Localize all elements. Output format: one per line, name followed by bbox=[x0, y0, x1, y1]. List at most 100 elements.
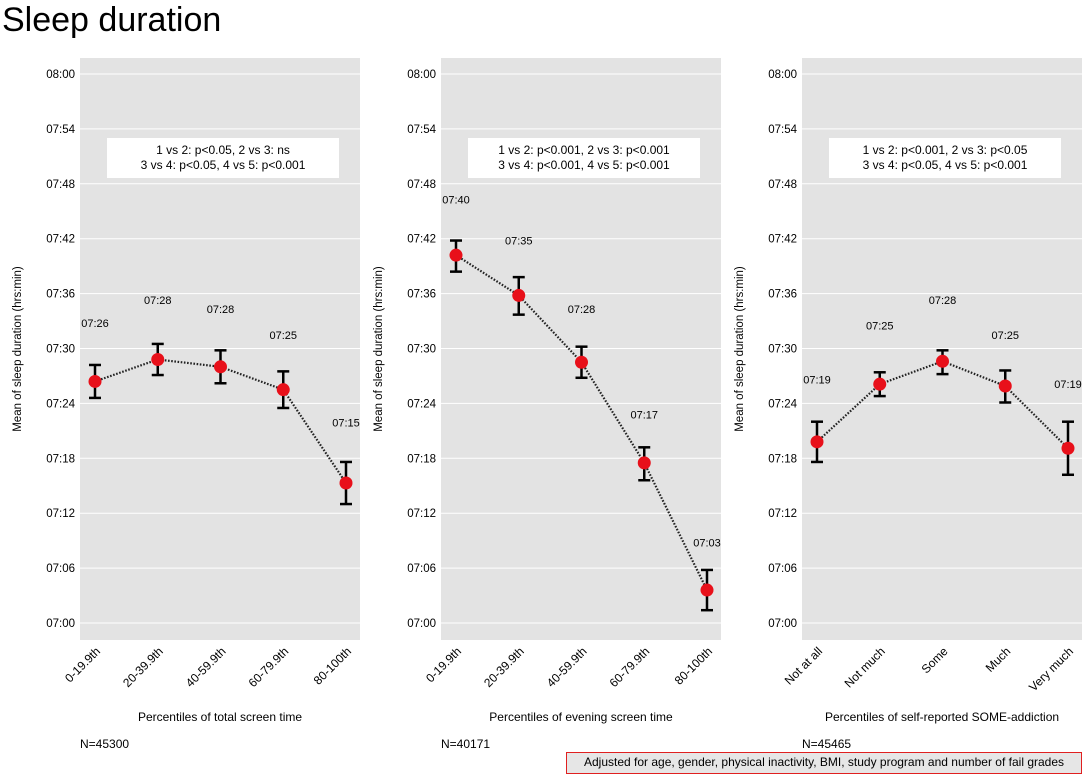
panel-1-x-tick-label: 60-79.9th bbox=[246, 644, 292, 690]
panel-3-y-tick-label: 07:42 bbox=[768, 234, 797, 246]
panel-3-y-tick-label: 07:12 bbox=[768, 508, 797, 520]
panel-1-y-tick-label: 07:54 bbox=[46, 124, 75, 136]
panel-2-x-tick-label: 60-79.9th bbox=[607, 644, 653, 690]
panel-3-x-tick-label: Some bbox=[919, 644, 951, 676]
panel-1-annotation-line: 1 vs 2: p<0.05, 2 vs 3: ns bbox=[156, 143, 290, 157]
n-label-panel-3: N=45465 bbox=[802, 737, 852, 751]
panel-3-y-tick-label: 07:36 bbox=[768, 289, 797, 301]
panel-2-annotation-line: 1 vs 2: p<0.001, 2 vs 3: p<0.001 bbox=[498, 143, 670, 157]
panel-3-data-point bbox=[1061, 441, 1075, 455]
panel-2-data-point bbox=[700, 583, 714, 597]
panel-3-value-label: 07:19 bbox=[803, 375, 831, 387]
panel-3-value-label: 07:28 bbox=[929, 295, 957, 307]
panel-3-annotation-box bbox=[829, 138, 1061, 178]
panel-1-y-tick-label: 07:30 bbox=[46, 344, 75, 356]
panel-2-y-tick-label: 08:00 bbox=[407, 69, 436, 81]
panel-3-y-tick-label: 07:48 bbox=[768, 179, 797, 191]
panel-2-annotation-box bbox=[468, 138, 700, 178]
panel-2-data-point bbox=[575, 355, 588, 369]
panel-1-value-label: 07:26 bbox=[81, 318, 109, 330]
panel-2-x-tick-label: 0-19.9th bbox=[423, 644, 464, 685]
panel-2-x-tick-label: 40-59.9th bbox=[544, 644, 590, 690]
panel-1-value-label: 07:28 bbox=[144, 295, 172, 307]
panel-2-y-axis-label: Mean of sleep duration (hrs:min) bbox=[373, 266, 385, 432]
panel-2-value-label: 07:35 bbox=[505, 236, 533, 248]
panel-2-y-tick-label: 07:30 bbox=[407, 344, 436, 356]
panel-2-value-label: 07:28 bbox=[568, 304, 596, 316]
panel-2-value-label: 07:17 bbox=[630, 409, 658, 421]
panel-3-x-tick-label: Not at all bbox=[782, 644, 825, 687]
panel-2-value-label: 07:40 bbox=[442, 194, 470, 206]
panel-3-x-axis-label: Percentiles of self-reported SOME-addict… bbox=[825, 710, 1059, 724]
panel-2-value-label: 07:03 bbox=[693, 537, 721, 549]
panel-3-annotation-line: 1 vs 2: p<0.001, 2 vs 3: p<0.05 bbox=[863, 143, 1028, 157]
panel-1-y-tick-label: 07:48 bbox=[46, 179, 75, 191]
panel-2-y-tick-label: 07:48 bbox=[407, 179, 436, 191]
panel-3-x-tick-label: Not much bbox=[842, 644, 888, 690]
panel-1-y-tick-label: 07:36 bbox=[46, 289, 75, 301]
panel-2-y-tick-label: 07:54 bbox=[407, 124, 436, 136]
panel-3-value-label: 07:25 bbox=[991, 330, 1019, 342]
panel-3-value-label: 07:25 bbox=[866, 321, 894, 333]
panel-2-x-axis-label: Percentiles of evening screen time bbox=[489, 710, 673, 724]
panel-3-data-point bbox=[998, 379, 1012, 393]
panel-1-x-tick-label: 20-39.9th bbox=[120, 644, 166, 690]
panel-1-x-tick-label: 40-59.9th bbox=[183, 644, 229, 690]
panel-3-y-tick-label: 07:06 bbox=[768, 563, 797, 575]
panel-3-y-tick-label: 07:00 bbox=[768, 618, 797, 630]
panel-1-data-point bbox=[339, 476, 353, 490]
panel-1-value-label: 07:25 bbox=[269, 330, 297, 342]
panel-1-data-point bbox=[276, 383, 290, 397]
panel-2-y-tick-label: 07:36 bbox=[407, 289, 436, 301]
panel-2-data-point bbox=[512, 288, 526, 302]
panel-3-y-tick-label: 07:54 bbox=[768, 124, 797, 136]
panel-1-x-axis-label: Percentiles of total screen time bbox=[138, 710, 302, 724]
panel-3-data-point bbox=[873, 377, 887, 391]
panel-3-data-point bbox=[810, 435, 824, 449]
panel-2-y-tick-label: 07:42 bbox=[407, 234, 436, 246]
n-label-panel-1: N=45300 bbox=[80, 737, 130, 751]
panel-3-y-axis-label: Mean of sleep duration (hrs:min) bbox=[734, 266, 746, 432]
panel-3-annotation-line: 3 vs 4: p<0.05, 4 vs 5: p<0.001 bbox=[863, 158, 1028, 172]
panel-1-data-point bbox=[151, 352, 165, 366]
panel-3-y-tick-label: 07:18 bbox=[768, 453, 797, 465]
panel-3-y-tick-label: 07:24 bbox=[768, 398, 797, 410]
n-label-panel-2: N=40171 bbox=[441, 737, 491, 751]
panel-1-y-axis-label: Mean of sleep duration (hrs:min) bbox=[12, 266, 24, 432]
panel-1-data-point bbox=[214, 360, 227, 374]
panel-3-value-label: 07:19 bbox=[1054, 379, 1082, 391]
page-title: Sleep duration bbox=[2, 1, 222, 39]
panel-1-value-label: 07:15 bbox=[332, 418, 360, 430]
panel-3-y-tick-label: 08:00 bbox=[768, 69, 797, 81]
panel-2-data-point bbox=[637, 456, 651, 470]
panel-1-annotation-box bbox=[107, 138, 339, 178]
panel-1-data-point bbox=[88, 374, 102, 388]
panel-1-annotation-line: 3 vs 4: p<0.05, 4 vs 5: p<0.001 bbox=[141, 158, 306, 172]
panel-3-x-tick-label: Much bbox=[983, 644, 1014, 675]
panel-1-x-tick-label: 0-19.9th bbox=[62, 644, 103, 685]
panel-1-y-tick-label: 07:12 bbox=[46, 508, 75, 520]
panel-2-data-point bbox=[449, 248, 463, 262]
panel-1-x-tick-label: 80-100th bbox=[311, 644, 354, 687]
panel-1-y-tick-label: 07:42 bbox=[46, 234, 75, 246]
panel-1-connecting-line bbox=[94, 358, 347, 484]
panel-3-data-point bbox=[936, 354, 949, 368]
panel-3-y-tick-label: 07:30 bbox=[768, 344, 797, 356]
panel-1-y-tick-label: 07:06 bbox=[46, 563, 75, 575]
panel-2-x-tick-label: 20-39.9th bbox=[481, 644, 527, 690]
panel-1-value-label: 07:28 bbox=[207, 304, 235, 316]
panel-1-y-tick-label: 07:24 bbox=[46, 398, 75, 410]
panel-2-y-tick-label: 07:06 bbox=[407, 563, 436, 575]
panel-2-annotation-line: 3 vs 4: p<0.001, 4 vs 5: p<0.001 bbox=[498, 158, 670, 172]
panel-2-x-tick-label: 80-100th bbox=[672, 644, 715, 687]
panel-1-y-tick-label: 07:00 bbox=[46, 618, 75, 630]
panel-2-y-tick-label: 07:12 bbox=[407, 508, 436, 520]
panel-2-y-tick-label: 07:18 bbox=[407, 453, 436, 465]
panel-2-y-tick-label: 07:00 bbox=[407, 618, 436, 630]
panel-2-y-tick-label: 07:24 bbox=[407, 398, 436, 410]
panel-3-x-tick-label: Very much bbox=[1026, 644, 1076, 694]
panel-1-y-tick-label: 08:00 bbox=[46, 69, 75, 81]
panel-1-y-tick-label: 07:18 bbox=[46, 453, 75, 465]
adjustment-footnote: Adjusted for age, gender, physical inact… bbox=[566, 752, 1082, 774]
